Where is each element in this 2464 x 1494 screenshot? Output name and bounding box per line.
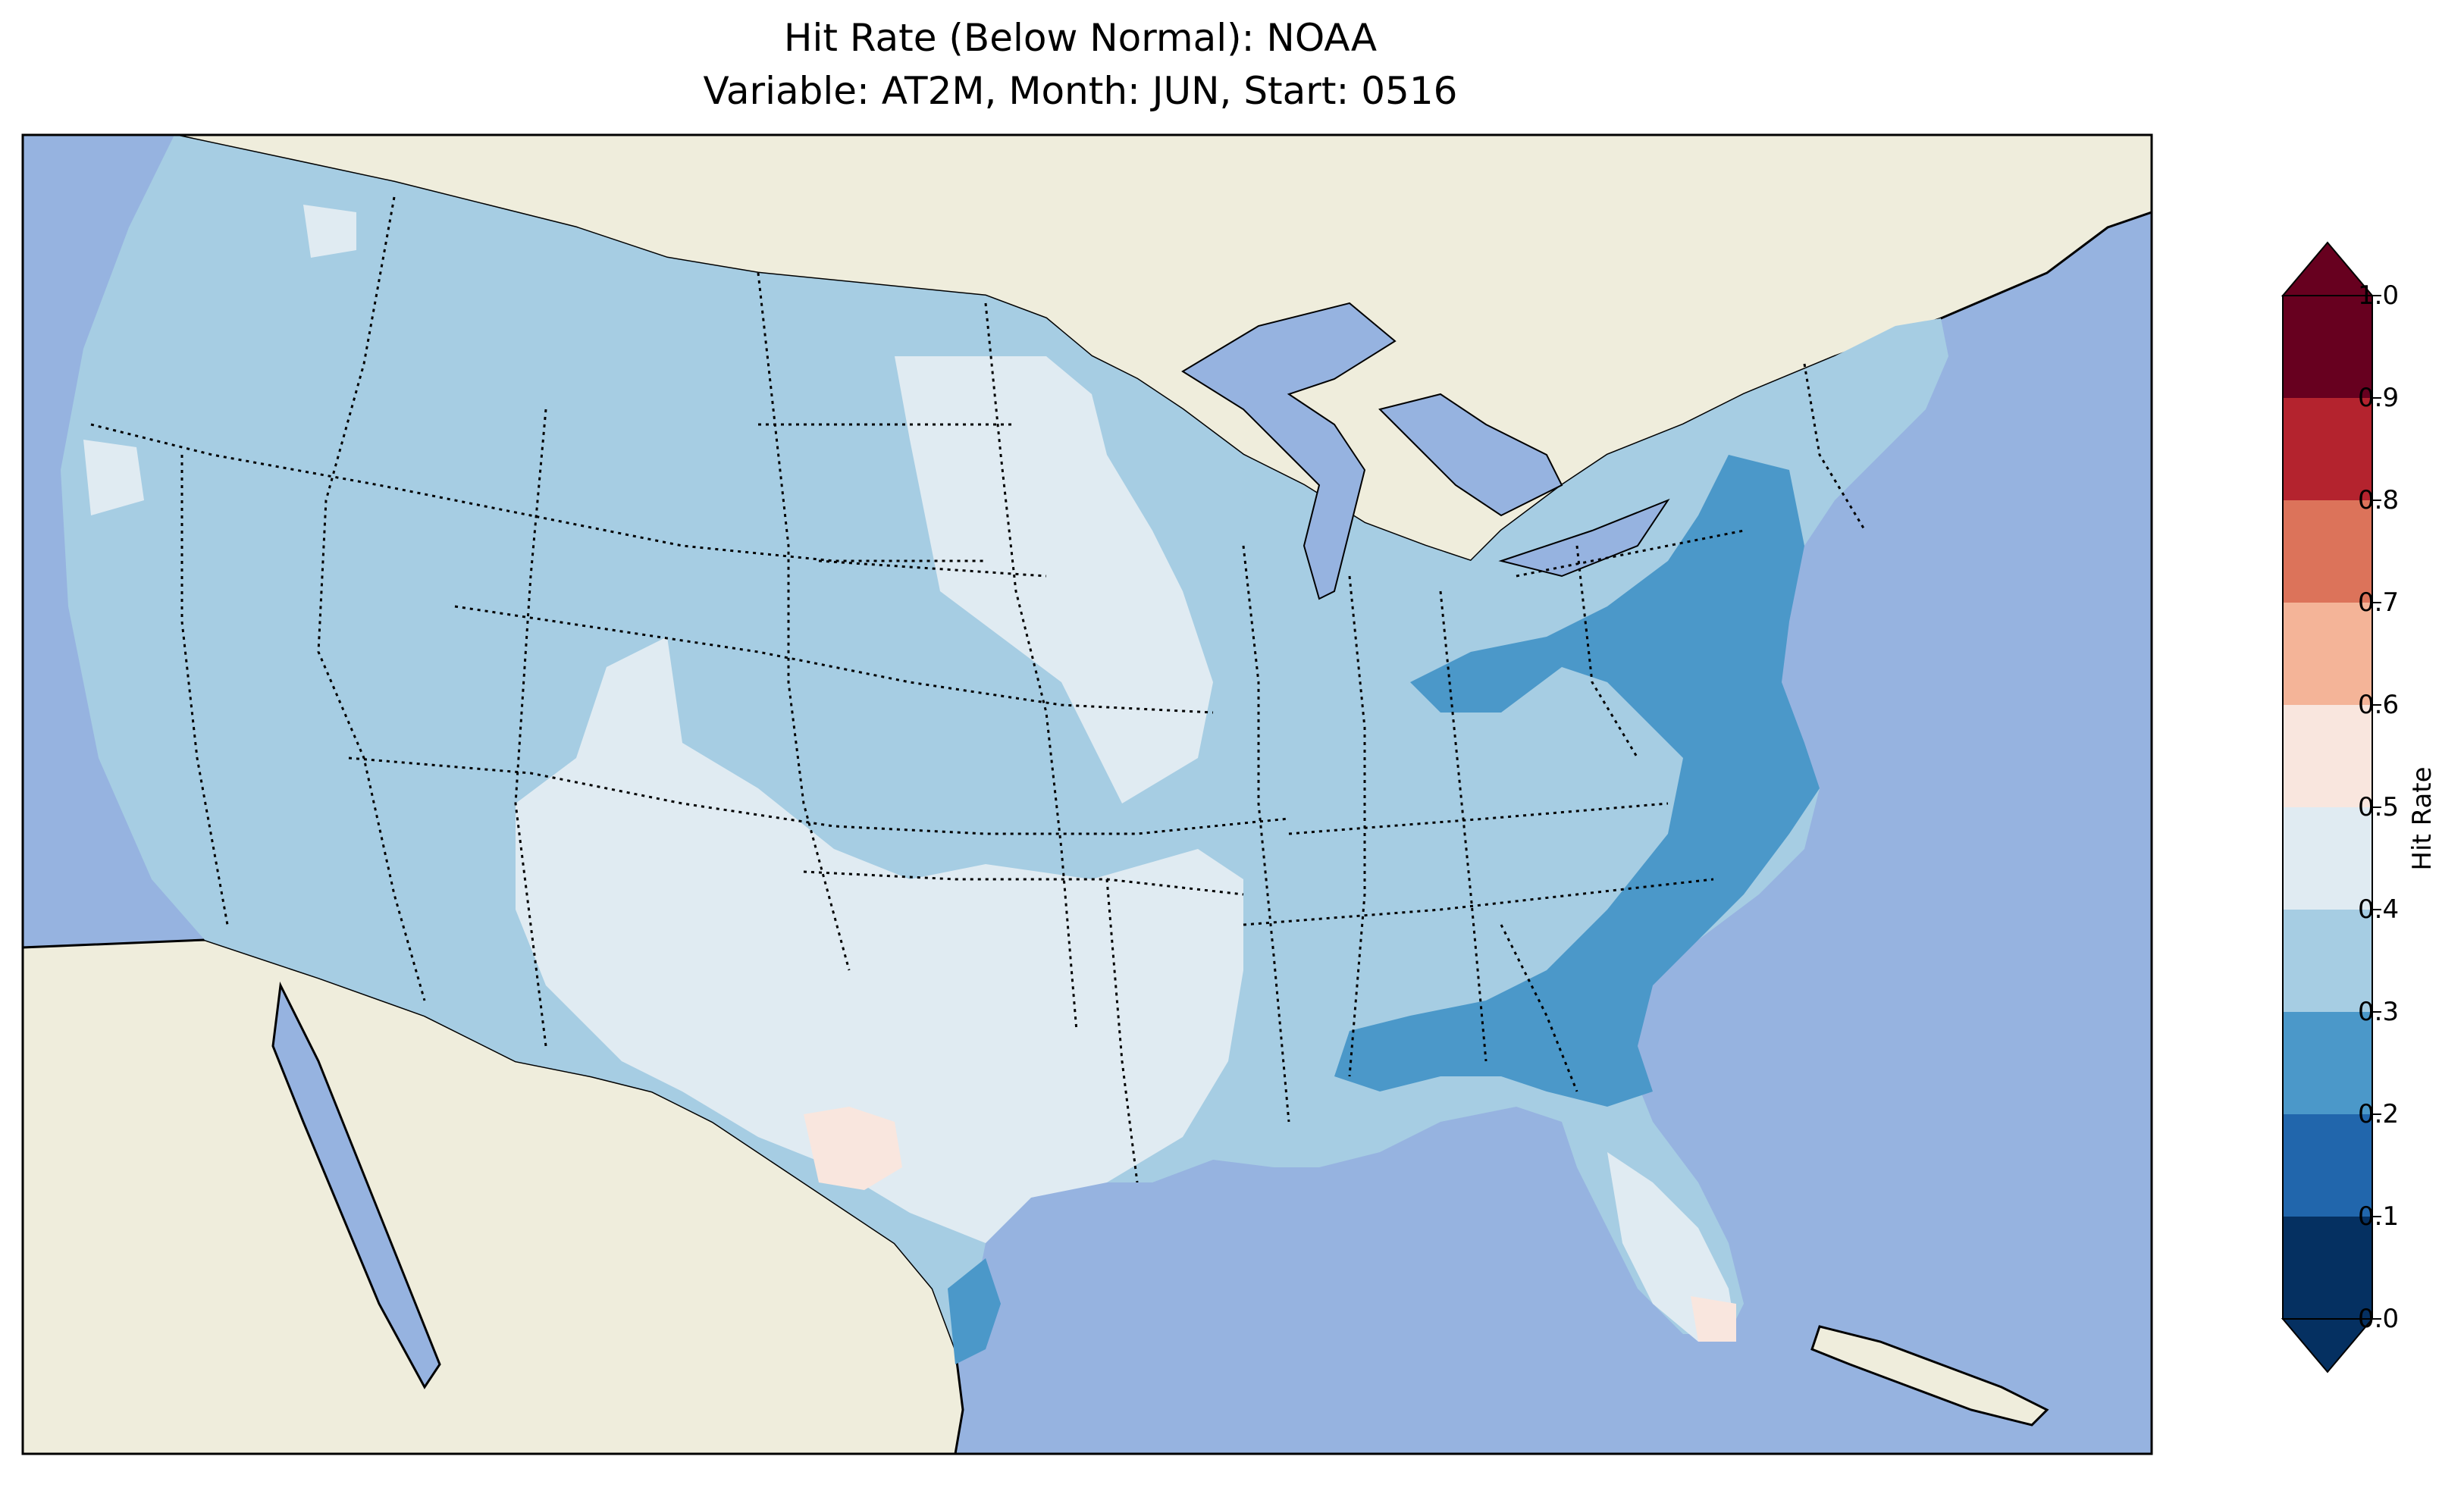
- colorbar-bin: [2283, 603, 2372, 705]
- region-florida-light: [1607, 1152, 1736, 1342]
- colorbar-tick-label: 0.2: [2358, 1099, 2400, 1129]
- colorbar-tick-label: 0.3: [2358, 997, 2400, 1027]
- colorbar-tick-label: 0.9: [2358, 383, 2400, 413]
- colorbar-tick-label: 0.1: [2358, 1201, 2400, 1232]
- colorbar-bin: [2283, 705, 2372, 807]
- colorbar-bin: [2283, 807, 2372, 910]
- gulf-of-california: [271, 981, 441, 1389]
- region-southwest-light: [516, 637, 1243, 1243]
- colorbar-tick-label: 0.4: [2358, 894, 2400, 925]
- colorbar-tick-label: 1.0: [2358, 280, 2400, 311]
- region-east-coast-mid: [1334, 455, 1820, 1107]
- region-norcal-light: [83, 440, 144, 515]
- colorbar-bin: [2283, 1217, 2372, 1319]
- colorbar-tick-label: 0.0: [2358, 1304, 2400, 1334]
- region-florida-keys-warm: [1691, 1296, 1736, 1342]
- colorbar-bin: [2283, 398, 2372, 500]
- region-west-texas-warm: [804, 1107, 902, 1190]
- colorbar-bin: [2283, 1114, 2372, 1217]
- state-borders: [90, 196, 1867, 1183]
- map-frame: [21, 133, 2153, 1455]
- great-lakes: [1181, 302, 1670, 600]
- map-panel: [21, 133, 2153, 1455]
- region-idaho-light: [303, 205, 356, 258]
- colorbar-tick-label: 0.5: [2358, 792, 2400, 822]
- colorbar-bin: [2283, 1012, 2372, 1114]
- colorbar-tick-label: 0.7: [2358, 587, 2400, 618]
- colorbar: [2281, 241, 2381, 1373]
- region-south-texas-mid: [948, 1258, 1001, 1364]
- colorbar-bin: [2283, 910, 2372, 1012]
- colorbar-tick-label: 0.8: [2358, 485, 2400, 515]
- colorbar-tick-label: 0.6: [2358, 690, 2400, 720]
- chart-title: Hit Rate (Below Normal): NOAA: [783, 16, 1378, 60]
- chart-subtitle: Variable: AT2M, Month: JUN, Start: 0516: [703, 69, 1458, 113]
- region-plains-light: [895, 356, 1213, 803]
- colorbar-bin: [2283, 296, 2372, 398]
- colorbar-label: Hit Rate: [2407, 766, 2437, 871]
- colorbar-bin: [2283, 500, 2372, 603]
- cuba-land: [1810, 1325, 2049, 1427]
